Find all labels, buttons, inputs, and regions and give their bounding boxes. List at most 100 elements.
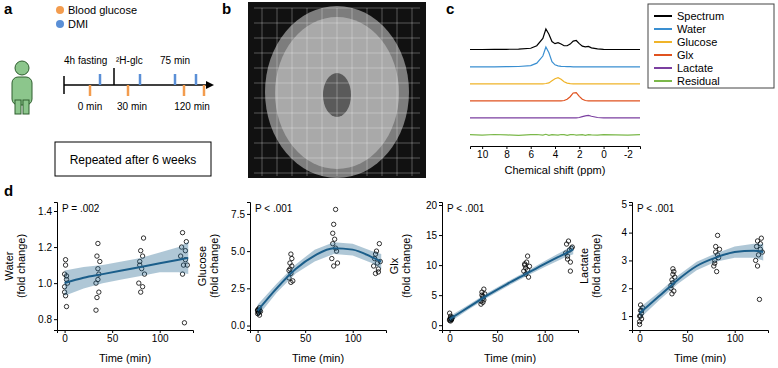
panel-label: a	[4, 0, 13, 17]
tick-label: 2.5	[231, 283, 245, 294]
axis-line	[443, 331, 579, 334]
tick-mark	[54, 247, 57, 248]
tick: 50	[107, 330, 119, 344]
data-point	[333, 207, 337, 211]
x-axis-title: Time (min)	[99, 352, 151, 364]
data-point	[331, 231, 335, 235]
spectrum-plot: 1086420-2Chemical shift (ppm)SpectrumWat…	[470, 4, 774, 176]
tick-mark	[247, 288, 250, 289]
legend-box	[648, 4, 774, 88]
y-axis-title: Glx	[388, 257, 400, 274]
tick-label: 0	[62, 333, 68, 344]
spectrum-line	[470, 29, 640, 49]
measurement-tick	[174, 74, 177, 85]
tick: 100	[537, 330, 554, 344]
legend-swatch	[654, 41, 672, 43]
legend-swatch	[654, 54, 672, 56]
panel-label: d	[4, 182, 13, 199]
tick: 0	[601, 146, 607, 160]
tick: 2	[621, 283, 632, 294]
spectrum-line	[470, 115, 640, 118]
fit-line	[258, 248, 382, 311]
scatter-plot: 0501000.02.55.07.5Time (min)Glucose(fold…	[196, 203, 387, 365]
panel-label: c	[446, 0, 454, 17]
legend-label: Glx	[677, 49, 694, 61]
tick: 100	[345, 330, 362, 344]
y-axis-title: (fold change)	[590, 234, 602, 298]
tick-mark	[54, 283, 57, 284]
data-point	[672, 269, 676, 273]
tick-label: 100	[345, 333, 362, 344]
tick: 100	[727, 330, 744, 344]
tick: 1.2	[38, 242, 57, 253]
data-point	[331, 222, 335, 226]
tick: 100	[152, 330, 169, 344]
data-point	[98, 259, 102, 263]
axis: 1086420-2	[471, 146, 641, 160]
tick-mark	[439, 205, 442, 206]
data-point	[759, 236, 763, 240]
data-point	[290, 256, 294, 260]
data-point	[376, 270, 380, 274]
tick: 4	[621, 227, 632, 238]
legend-label: Lactate	[677, 62, 713, 74]
tick-mark	[629, 233, 632, 234]
data-point	[63, 257, 67, 261]
annotation: P < .001	[255, 203, 293, 214]
tick: 5	[431, 290, 442, 301]
data-point	[332, 237, 336, 241]
tick-label: 1.4	[38, 206, 52, 217]
tick: 0	[255, 330, 261, 344]
voxel-grid	[254, 158, 420, 159]
tick: 0	[431, 320, 442, 331]
data-point	[331, 264, 335, 268]
mri-head	[265, 6, 409, 178]
data-point	[138, 290, 142, 294]
data-point	[95, 295, 99, 299]
axis-line	[247, 203, 251, 331]
event-label: 4h fasting	[64, 55, 107, 66]
tick-mark	[54, 319, 57, 320]
legend-swatch	[654, 67, 672, 69]
timepoint-label: 120 min	[174, 101, 210, 112]
data-point	[482, 287, 486, 291]
tick-mark	[629, 316, 632, 317]
data-point	[141, 236, 145, 240]
dose-tick	[113, 68, 115, 85]
tick-mark	[629, 205, 632, 206]
timeline-panel: Blood glucoseDMI4h fasting²H-glc0 min30 …	[12, 4, 214, 176]
tick: 50	[300, 330, 312, 344]
confidence-band	[258, 242, 382, 316]
axis: 050100	[633, 330, 769, 344]
measurement-tick	[139, 74, 142, 85]
voxel-grid	[412, 8, 413, 176]
tick: -2	[624, 146, 633, 160]
tick: 10	[477, 146, 489, 160]
tick: 2.5	[231, 283, 250, 294]
tick-mark	[439, 235, 442, 236]
note-box	[55, 142, 211, 176]
tick-label: 2	[577, 149, 583, 160]
data-point	[291, 279, 295, 283]
measurement-tick	[195, 74, 198, 85]
data-point	[566, 239, 570, 243]
data-point	[63, 263, 67, 267]
timepoint-label: 30 min	[117, 101, 147, 112]
data-point	[335, 261, 339, 265]
tick-label: 1	[621, 311, 627, 322]
legend-swatch	[654, 80, 672, 82]
measurement-tick	[99, 74, 102, 85]
tick: 8	[504, 146, 510, 160]
legend-label: Water	[677, 23, 706, 35]
tick: 20	[426, 200, 442, 211]
axis-line	[629, 203, 633, 331]
tick-label: 4	[553, 149, 559, 160]
tick: 1	[621, 311, 632, 322]
voxel-grid	[254, 38, 420, 39]
tick: 4	[553, 146, 559, 160]
tick: 0	[447, 330, 453, 344]
tick: 15	[426, 230, 442, 241]
data-point	[525, 254, 529, 258]
tick-label: 1.0	[38, 278, 52, 289]
confidence-band	[450, 245, 574, 323]
